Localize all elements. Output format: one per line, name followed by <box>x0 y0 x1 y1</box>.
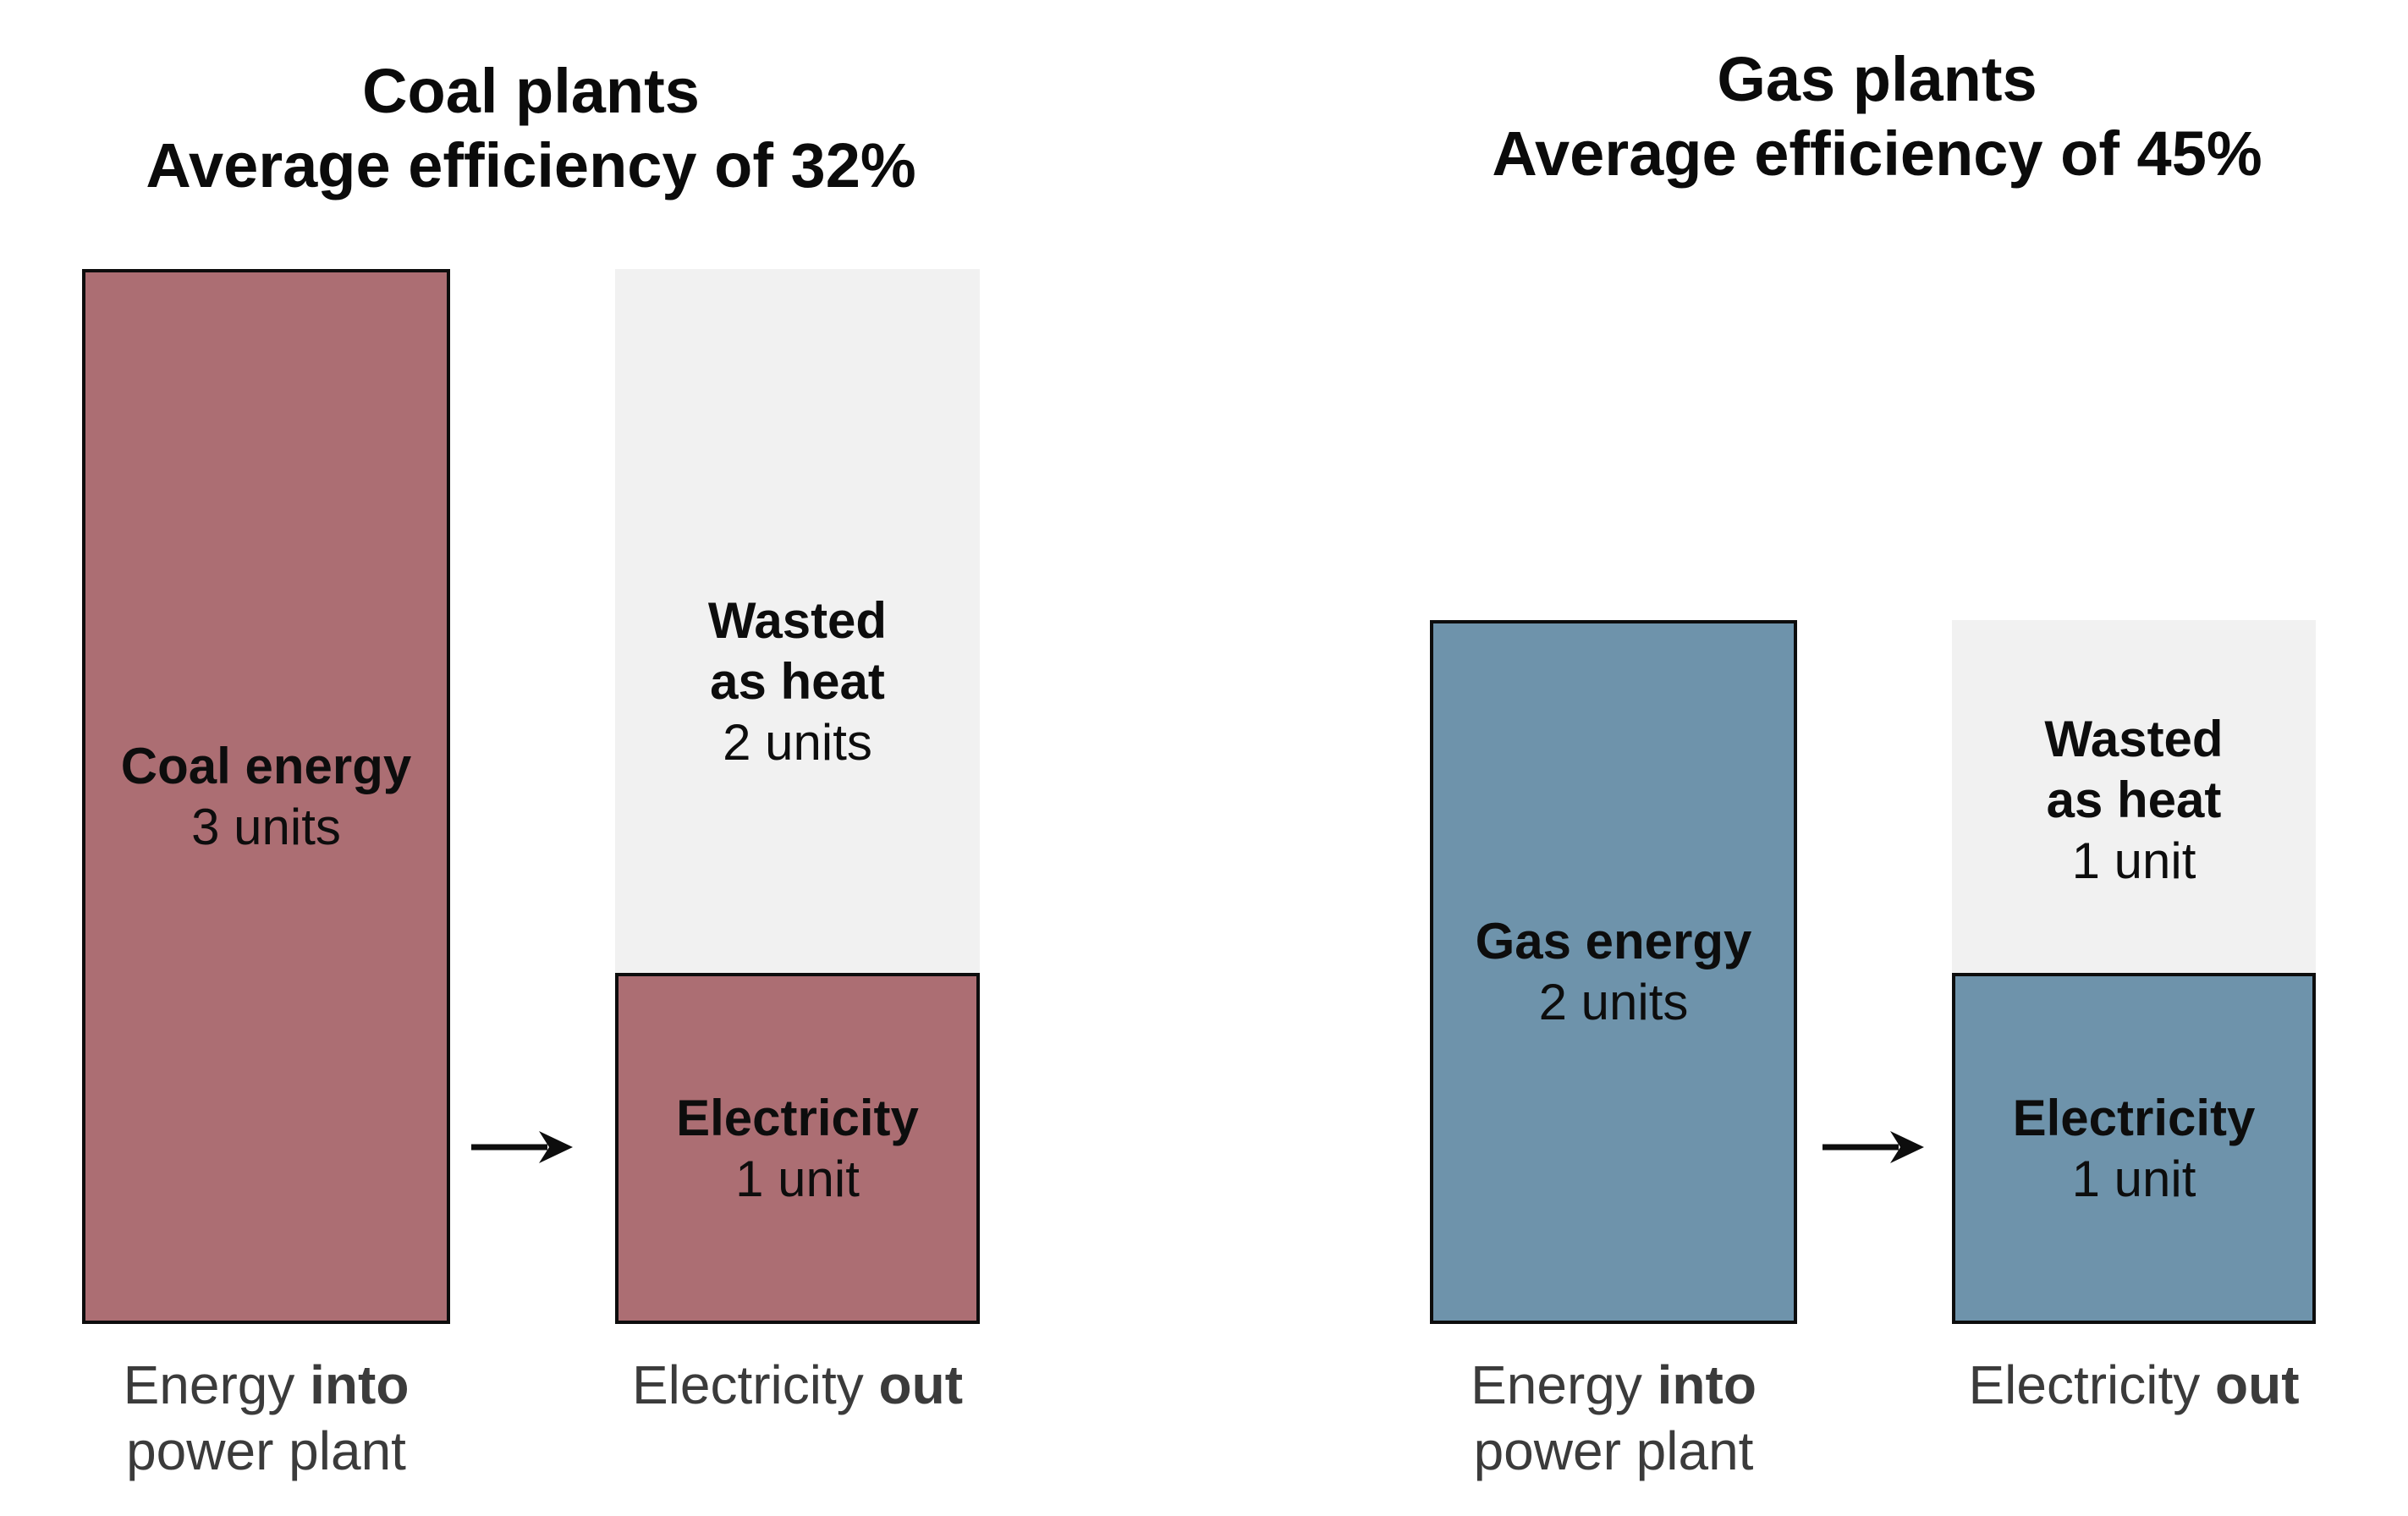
gas-title-line1: Gas plants <box>1717 44 2037 114</box>
gas-panel-title: Gas plants Average efficiency of 45% <box>1430 42 2324 191</box>
gas-input-caption: Energy into power plant <box>1413 1352 1814 1484</box>
caption-line2: power plant <box>1473 1420 1754 1481</box>
caption-line1: Energy into <box>1413 1352 1814 1418</box>
gas-title-line2: Average efficiency of 45% <box>1492 118 2262 189</box>
coal-input-caption: Energy into power plant <box>65 1352 467 1484</box>
wasted-line1: Wasted <box>707 592 888 649</box>
caption-energy: Energy <box>123 1354 295 1415</box>
electricity-amount: 1 unit <box>2071 1150 2196 1207</box>
coal-electricity-label: Electricity 1 unit <box>618 976 976 1321</box>
gas-energy-name: Gas energy <box>1475 913 1752 969</box>
wasted-line2: as heat <box>2046 772 2222 828</box>
caption-line1: Energy into <box>65 1352 467 1418</box>
electricity-name: Electricity <box>676 1089 919 1146</box>
coal-electricity-box: Electricity 1 unit <box>615 973 980 1324</box>
coal-title-line2: Average efficiency of 32% <box>146 130 916 200</box>
gas-output-caption: Electricity out <box>1935 1352 2333 1418</box>
gas-input-label: Gas energy 2 units <box>1433 623 1794 1321</box>
coal-input-bar: Coal energy 3 units <box>82 269 450 1324</box>
caption-electricity: Electricity <box>631 1354 864 1415</box>
coal-input-label: Coal energy 3 units <box>85 272 447 1321</box>
gas-electricity-box: Electricity 1 unit <box>1952 973 2316 1324</box>
caption-out: out <box>878 1354 964 1415</box>
right-arrow-icon <box>1821 1129 1926 1166</box>
caption-electricity: Electricity <box>1968 1354 2201 1415</box>
caption-line1: Electricity out <box>598 1352 997 1418</box>
wasted-amount: 1 unit <box>2071 832 2196 889</box>
gas-wasted-heat-box <box>1952 620 2316 973</box>
gas-electricity-label: Electricity 1 unit <box>1955 976 2312 1321</box>
coal-energy-amount: 3 units <box>191 798 341 855</box>
coal-title-line1: Coal plants <box>362 56 700 126</box>
coal-energy-name: Coal energy <box>120 737 412 794</box>
gas-input-bar: Gas energy 2 units <box>1430 620 1797 1324</box>
caption-into: into <box>1657 1354 1757 1415</box>
electricity-amount: 1 unit <box>735 1150 860 1207</box>
caption-into: into <box>310 1354 410 1415</box>
caption-out: out <box>2215 1354 2300 1415</box>
gas-energy-amount: 2 units <box>1538 974 1689 1030</box>
coal-output-caption: Electricity out <box>598 1352 997 1418</box>
coal-wasted-heat-box <box>615 269 980 973</box>
right-arrow-icon <box>470 1129 575 1166</box>
wasted-line2: as heat <box>710 653 885 710</box>
electricity-name: Electricity <box>2012 1089 2256 1146</box>
coal-wasted-heat-label: Wasted as heat 2 units <box>615 590 980 773</box>
gas-wasted-heat-label: Wasted as heat 1 unit <box>1952 709 2316 892</box>
wasted-line1: Wasted <box>2044 711 2224 767</box>
wasted-amount: 2 units <box>723 714 872 771</box>
caption-line2: power plant <box>126 1420 406 1481</box>
caption-line1: Electricity out <box>1935 1352 2333 1418</box>
caption-energy: Energy <box>1471 1354 1642 1415</box>
coal-panel-title: Coal plants Average efficiency of 32% <box>82 54 980 203</box>
